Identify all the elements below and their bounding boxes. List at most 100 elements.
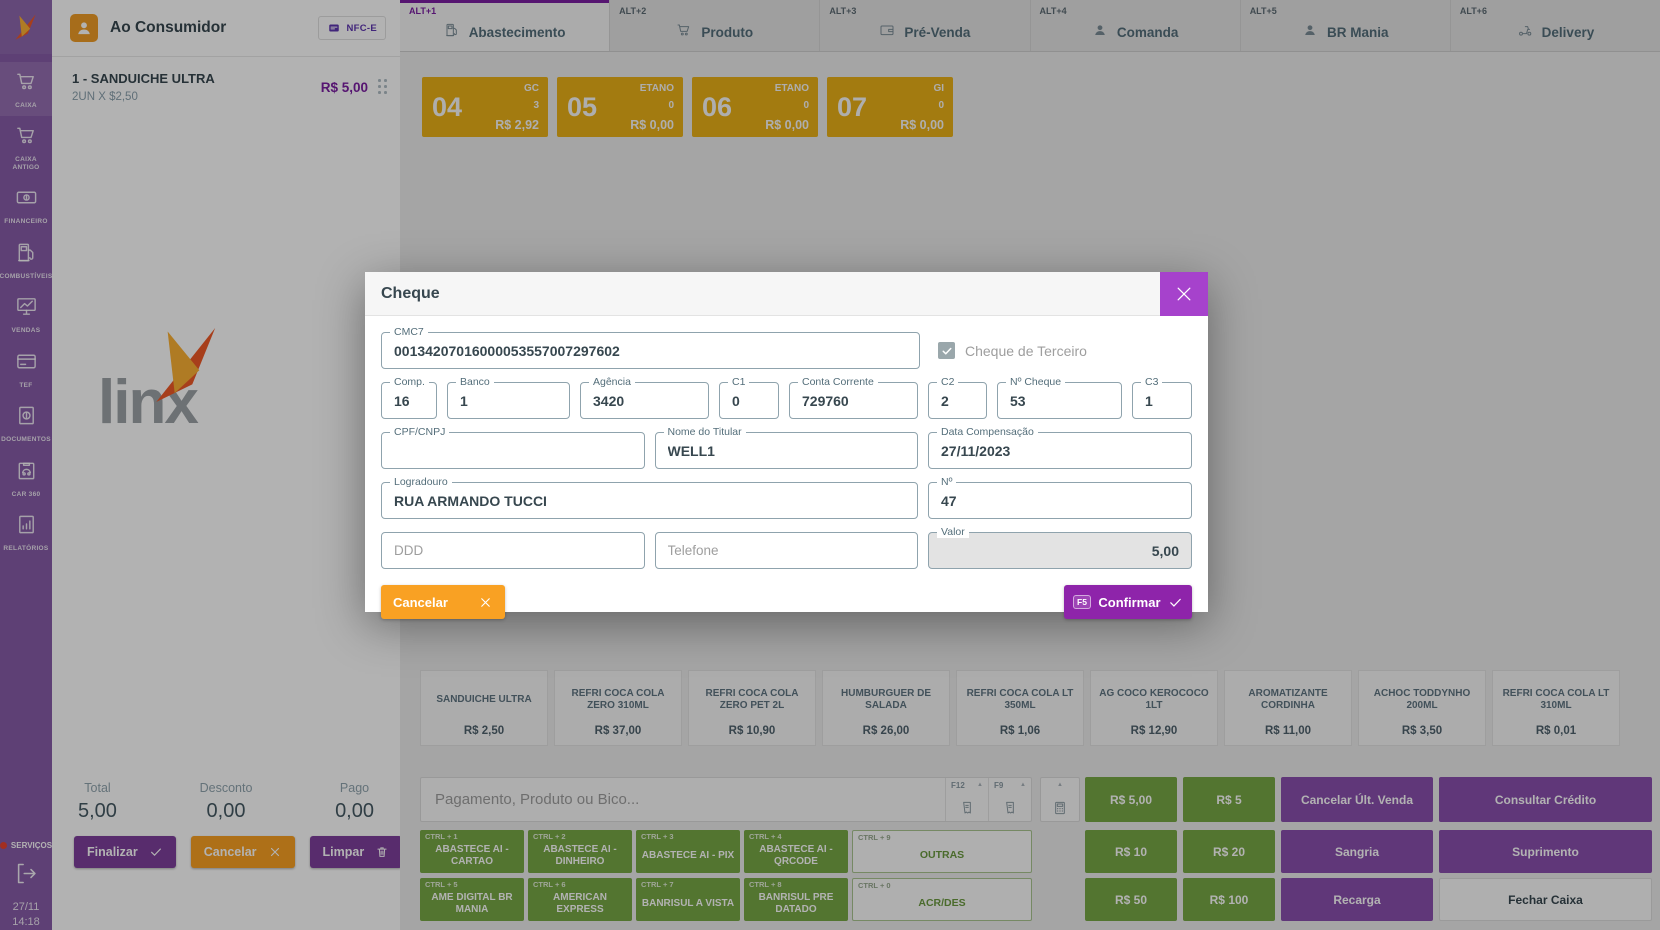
nfce-badge[interactable]: NFC-E	[318, 16, 386, 40]
shortcut-key-badge: F5	[1073, 594, 1091, 610]
data-compensacao-field[interactable]: Data Compensação 27/11/2023	[928, 426, 1192, 469]
payment-method-outras[interactable]: CTRL + 9 OUTRAS	[852, 830, 1032, 873]
product-tile-refri-coca-cola-zero-pet-2l[interactable]: REFRI COCA COLA ZERO PET 2L R$ 10,90	[688, 670, 816, 746]
cart-icon	[15, 70, 38, 98]
c3-field[interactable]: C3 1	[1132, 376, 1192, 419]
modal-close-button[interactable]	[1160, 272, 1208, 316]
numero-field[interactable]: Nº 47	[928, 476, 1192, 519]
cancelar-button[interactable]: Cancelar	[190, 836, 295, 868]
sidebar-item-servicos[interactable]: SERVIÇOS	[0, 841, 52, 850]
product-tile-refri-coca-cola-zero-310ml[interactable]: REFRI COCA COLA ZERO 310ML R$ 37,00	[554, 670, 682, 746]
pump-tile-07[interactable]: 07 GI 0 R$ 0,00	[827, 77, 953, 137]
c1-field[interactable]: C1 0	[719, 376, 779, 419]
delivery-icon	[1517, 22, 1533, 43]
product-tile-refri-coca-cola-lt-310ml[interactable]: REFRI COCA COLA LT 310ML R$ 0,01	[1492, 670, 1620, 746]
cart-header: Ao Consumidor NFC-E	[52, 0, 400, 57]
quick-button-r-100[interactable]: R$ 100	[1183, 878, 1275, 921]
cmc7-field[interactable]: CMC7 00134207016000053557007297602	[381, 326, 920, 369]
x-icon	[481, 597, 490, 607]
payment-search-bar: Pagamento, Produto ou Bico... F12 ▲ F9 ▲	[420, 777, 1032, 822]
finalizar-button[interactable]: Finalizar	[74, 836, 176, 868]
status-time: 14:18	[12, 916, 40, 929]
calculator-button[interactable]: ▲	[1040, 777, 1080, 822]
quick-button-suprimento[interactable]: Suprimento	[1439, 830, 1652, 873]
modal-confirm-button[interactable]: F5 Confirmar	[1064, 585, 1192, 619]
tab-delivery[interactable]: ALT+6 Delivery	[1449, 0, 1660, 51]
tab-br-mania[interactable]: ALT+5 BR Mania	[1239, 0, 1450, 51]
sidebar-item-relatorios[interactable]: RELATÓRIOS	[0, 505, 52, 559]
sidebar-item-vendas[interactable]: VENDAS	[0, 287, 52, 341]
f9-button[interactable]: F9 ▲	[988, 778, 1031, 821]
c2-field[interactable]: C2 2	[928, 376, 987, 419]
payment-method-american-express[interactable]: CTRL + 6 AMERICAN EXPRESS	[528, 878, 632, 921]
payment-method-acr-des[interactable]: CTRL + 0 ACR/DES	[852, 878, 1032, 921]
payment-method-banrisul-pre-datado[interactable]: CTRL + 8 BANRISUL PRE DATADO	[744, 878, 848, 921]
cart-panel: Ao Consumidor NFC-E 1 - SANDUICHE ULTRA 2…	[52, 0, 403, 930]
wallet-icon	[879, 22, 895, 43]
modal-cancel-button[interactable]: Cancelar	[381, 585, 505, 619]
product-tile-ag-coco-kerococo-1lt[interactable]: AG COCO KEROCOCO 1LT R$ 12,90	[1090, 670, 1218, 746]
tab-produto[interactable]: ALT+2 Produto	[609, 0, 819, 51]
sales-chart-icon	[15, 295, 38, 323]
payment-method-banrisul-a-vista[interactable]: CTRL + 7 BANRISUL A VISTA	[636, 878, 740, 921]
comp-field[interactable]: Comp. 16	[381, 376, 437, 419]
search-input[interactable]: Pagamento, Produto ou Bico...	[435, 791, 640, 808]
sidebar-item-caixa-antigo[interactable]: CAIXA ANTIGO	[0, 116, 52, 178]
numero-cheque-field[interactable]: Nº Cheque 53	[997, 376, 1122, 419]
check-icon	[150, 848, 161, 857]
quick-button-consultar-credito[interactable]: Consultar Crédito	[1439, 777, 1652, 822]
quick-button-cancelar-ult-venda[interactable]: Cancelar Últ. Venda	[1281, 777, 1433, 822]
sidebar-item-financeiro[interactable]: FINANCEIRO	[0, 178, 52, 232]
product-tile-sanduiche-ultra[interactable]: SANDUICHE ULTRA R$ 2,50	[420, 670, 548, 746]
telefone-field[interactable]: Telefone	[654, 532, 918, 569]
tab-bar: ALT+1 Abastecimento ALT+2 Produto ALT+3 Pré-V…	[400, 0, 1660, 52]
sidebar: CAIXA CAIXA ANTIGO FINANCEIRO COMBUSTÍVEIS V…	[0, 0, 52, 930]
sidebar-item-car-360[interactable]: CAR 360	[0, 451, 52, 505]
sidebar-item-combustiveis[interactable]: COMBUSTÍVEIS	[0, 233, 52, 287]
tab-pre-venda[interactable]: ALT+3 Pré-Venda	[819, 0, 1029, 51]
banco-field[interactable]: Banco 1	[447, 376, 570, 419]
f12-button[interactable]: F12 ▲	[945, 778, 988, 821]
quick-button-fechar-caixa[interactable]: Fechar Caixa	[1439, 878, 1652, 921]
product-tile-humburguer-de-salada[interactable]: HUMBURGUER DE SALADA R$ 26,00	[822, 670, 950, 746]
quick-button-sangria[interactable]: Sangria	[1281, 830, 1433, 873]
payment-method-ame-digital-br-mania[interactable]: CTRL + 5 AME DIGITAL BR MANIA	[420, 878, 524, 921]
cheque-terceiro-checkbox[interactable]: Cheque de Terceiro	[938, 342, 1087, 359]
sidebar-item-caixa[interactable]: CAIXA	[0, 62, 52, 117]
product-tile-aromatizante-cordinha[interactable]: AROMATIZANTE CORDINHA R$ 11,00	[1224, 670, 1352, 746]
tab-abastecimento[interactable]: ALT+1 Abastecimento	[400, 0, 610, 51]
limpar-button[interactable]: Limpar	[309, 836, 403, 868]
quick-button-recarga[interactable]: Recarga	[1281, 878, 1433, 921]
logout-button[interactable]	[13, 860, 40, 892]
product-tile-achoc-toddynho-200ml[interactable]: ACHOC TODDYNHO 200ML R$ 3,50	[1358, 670, 1486, 746]
sidebar-item-documentos[interactable]: DOCUMENTOS	[0, 396, 52, 450]
close-icon	[1177, 287, 1191, 301]
tab-comanda[interactable]: ALT+4 Comanda	[1029, 0, 1240, 51]
quick-button-r-50[interactable]: R$ 50	[1085, 878, 1177, 921]
agencia-field[interactable]: Agência 3420	[580, 376, 709, 419]
cart-item-row[interactable]: 1 - SANDUICHE ULTRA 2UN X $2,50 R$ 5,00	[52, 57, 400, 115]
payment-method-abastece-ai-qrcode[interactable]: CTRL + 4 ABASTECE AI - QRCODE	[744, 830, 848, 873]
pump-tile-05[interactable]: 05 ETANO 0 R$ 0,00	[557, 77, 683, 137]
pump-tile-06[interactable]: 06 ETANO 0 R$ 0,00	[692, 77, 818, 137]
linx-logo-icon[interactable]	[0, 0, 52, 54]
arrow-up-icon: ▲	[977, 782, 983, 788]
cpf-cnpj-field[interactable]: CPF/CNPJ	[381, 426, 645, 469]
quick-button-r-20[interactable]: R$ 20	[1183, 830, 1275, 873]
quick-button-r-10[interactable]: R$ 10	[1085, 830, 1177, 873]
logradouro-field[interactable]: Logradouro RUA ARMANDO TUCCI	[381, 476, 918, 519]
ddd-field[interactable]: DDD	[381, 532, 645, 569]
check-icon	[1170, 598, 1181, 607]
nome-titular-field[interactable]: Nome do Titular WELL1	[654, 426, 918, 469]
payment-method-abastece-ai-cartao[interactable]: CTRL + 1 ABASTECE AI - CARTAO	[420, 830, 524, 873]
conta-corrente-field[interactable]: Conta Corrente 729760	[789, 376, 918, 419]
quick-button-r-5-00[interactable]: R$ 5,00	[1085, 777, 1177, 822]
total-pago: Pago 0,00	[335, 781, 374, 822]
payment-method-abastece-ai-pix[interactable]: CTRL + 3 ABASTECE AI - PIX	[636, 830, 740, 873]
product-tile-refri-coca-cola-lt-350ml[interactable]: REFRI COCA COLA LT 350ML R$ 1,06	[956, 670, 1084, 746]
payment-method-abastece-ai-dinheiro[interactable]: CTRL + 2 ABASTECE AI - DINHEIRO	[528, 830, 632, 873]
pump-tile-04[interactable]: 04 GC 3 R$ 2,92	[422, 77, 548, 137]
drag-handle-icon[interactable]	[378, 79, 388, 95]
quick-button-r-5[interactable]: R$ 5	[1183, 777, 1275, 822]
sidebar-item-tef[interactable]: TEF	[0, 342, 52, 396]
